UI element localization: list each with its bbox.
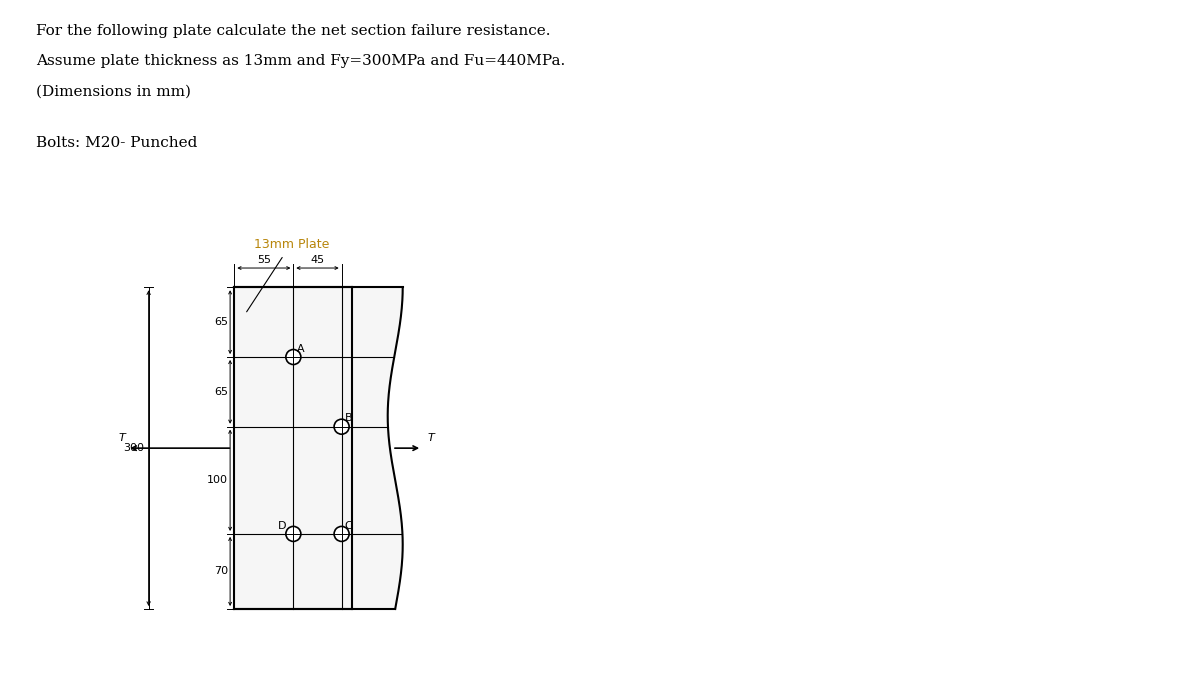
Text: T: T bbox=[119, 433, 125, 443]
Text: 300: 300 bbox=[124, 443, 144, 453]
Circle shape bbox=[334, 526, 349, 541]
Text: 70: 70 bbox=[214, 566, 228, 576]
Text: (Dimensions in mm): (Dimensions in mm) bbox=[36, 85, 191, 99]
Text: Bolts: M20- Punched: Bolts: M20- Punched bbox=[36, 136, 197, 150]
Text: B: B bbox=[344, 414, 353, 424]
Polygon shape bbox=[234, 287, 403, 609]
Text: For the following plate calculate the net section failure resistance.: For the following plate calculate the ne… bbox=[36, 24, 551, 38]
Text: T: T bbox=[427, 433, 434, 443]
Text: 55: 55 bbox=[257, 255, 271, 265]
Text: 13mm Plate: 13mm Plate bbox=[253, 238, 329, 251]
Text: A: A bbox=[296, 344, 305, 354]
Text: 100: 100 bbox=[206, 475, 228, 485]
Text: Assume plate thickness as 13mm and Fy=300MPa and Fu=440MPa.: Assume plate thickness as 13mm and Fy=30… bbox=[36, 54, 565, 69]
Text: D: D bbox=[278, 521, 287, 531]
Circle shape bbox=[334, 419, 349, 434]
Text: 45: 45 bbox=[311, 255, 324, 265]
Circle shape bbox=[286, 526, 301, 541]
Text: 65: 65 bbox=[214, 317, 228, 327]
Text: C: C bbox=[344, 521, 353, 531]
Text: 65: 65 bbox=[214, 387, 228, 397]
Circle shape bbox=[286, 350, 301, 365]
